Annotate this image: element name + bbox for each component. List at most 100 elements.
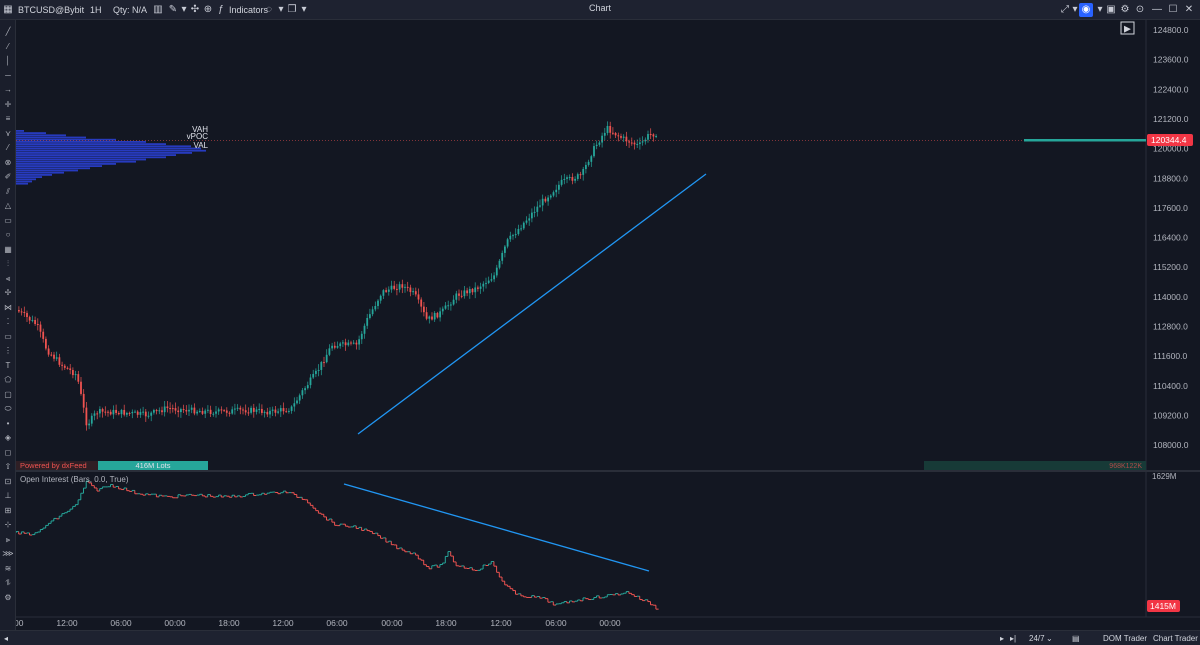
drawing-tool-25-icon[interactable]: ⬠	[4, 375, 12, 384]
chevron-down-icon[interactable]: ▾	[181, 4, 187, 15]
link-icon[interactable]: ⤢	[1061, 4, 1069, 15]
drawing-tool-28-icon[interactable]: •	[6, 418, 10, 428]
maximize-icon[interactable]: ☐	[1168, 4, 1178, 15]
drawing-tool-31-icon[interactable]: ⇧	[4, 462, 12, 471]
candle-body	[495, 267, 498, 276]
symbol-selector[interactable]: BTCUSD@Bybit	[18, 5, 85, 15]
scroll-left-icon[interactable]: ◂	[4, 634, 9, 643]
drawing-tool-40-icon[interactable]: ⚙	[4, 592, 12, 602]
drawing-tool-37-icon[interactable]: ⋙	[2, 549, 14, 558]
scroll-right-icon[interactable]: ▸	[1000, 634, 1005, 643]
drawing-tool-21-icon[interactable]: ⁚	[6, 317, 10, 326]
drawing-tool-24-icon[interactable]: T	[5, 360, 11, 370]
jump-end-icon[interactable]: ▸|	[1010, 634, 1017, 643]
candle-body	[423, 306, 425, 313]
time-axis[interactable]: 00 12:00 06:00 00:00 18:00 12:00 06:00 00:00 18:…	[16, 618, 621, 628]
candle-body	[525, 220, 528, 223]
minimize-icon[interactable]: —	[1152, 4, 1162, 15]
drawing-tool-30-icon[interactable]: ◻	[4, 447, 12, 457]
drawing-tool-10-icon[interactable]: ⊗	[4, 157, 12, 167]
candle-body	[36, 324, 39, 326]
indicators-icon[interactable]: ƒ	[218, 4, 224, 15]
candle-body	[452, 299, 455, 305]
drawing-tool-14-icon[interactable]: ▭	[4, 215, 12, 225]
drawing-tool-33-icon[interactable]: ⊥	[4, 491, 12, 500]
time-axis-tick-label: 12:00	[272, 618, 294, 628]
gear-icon[interactable]: ⚙	[1120, 4, 1130, 15]
bar-style-icon[interactable]: ▥	[153, 4, 163, 15]
chevron-down-icon[interactable]: ▾	[301, 4, 307, 15]
quantity-selector[interactable]: Qty: N/A	[113, 5, 148, 15]
drawing-tool-2-icon[interactable]: ⁄	[7, 41, 9, 51]
camera-icon[interactable]: ◉	[1079, 3, 1093, 17]
drawing-tool-22-icon[interactable]: ▭	[4, 331, 12, 341]
drawing-tool-16-icon[interactable]: ▦	[4, 244, 12, 254]
jump-to-realtime-button[interactable]	[1120, 21, 1135, 35]
chevron-down-icon[interactable]: ⌄	[1046, 634, 1053, 643]
price-axis[interactable]: 124800.0 123600.0 122400.0 121200.0 120000.0…	[1153, 25, 1189, 450]
candle-body	[571, 176, 574, 181]
time-axis-tick-label: 00	[16, 618, 24, 628]
crosshair-icon[interactable]: ✣	[190, 4, 200, 15]
candle-body	[377, 300, 379, 307]
volume-profile-row	[16, 156, 166, 159]
drawing-tool-13-icon[interactable]: △	[4, 201, 12, 210]
chart-trader-button[interactable]: Chart Trader	[1153, 634, 1198, 643]
lots-label: 416M Lots	[135, 461, 170, 470]
drawing-tool-18-icon[interactable]: ⫷	[5, 273, 11, 283]
drawing-tool-19-icon[interactable]: ✢	[4, 288, 12, 297]
chevron-down-icon[interactable]: ▾	[278, 4, 284, 15]
drawing-tool-20-icon[interactable]: ⋈	[4, 302, 12, 312]
layout-icon[interactable]: ▣	[1106, 4, 1116, 15]
drawing-tool-8-icon[interactable]: ⋎	[5, 128, 11, 138]
session-selector[interactable]: 24/7	[1029, 634, 1045, 643]
price-chart[interactable]: VAH vPOC VAL Powered by dxFeed 416M Lots…	[16, 20, 1200, 628]
drawing-tool-4-icon[interactable]: ─	[5, 70, 11, 80]
timeframe-selector[interactable]: 1H	[90, 5, 102, 15]
drawing-tool-12-icon[interactable]: ⫽	[6, 186, 10, 196]
drawing-tool-34-icon[interactable]: ⊞	[4, 505, 12, 515]
oi-trend-line[interactable]	[343, 483, 650, 572]
draw-tools-icon[interactable]: ✎	[168, 4, 178, 15]
drawing-tool-1-icon[interactable]: ╱	[5, 27, 11, 36]
drawing-tool-26-icon[interactable]: ▢	[4, 389, 12, 399]
candle-body	[401, 284, 404, 288]
replay-icon[interactable]: ◌	[266, 4, 272, 15]
drawing-tool-11-icon[interactable]: ✐	[4, 172, 12, 181]
drawing-tool-38-icon[interactable]: ≋	[4, 563, 12, 573]
candle-body	[196, 411, 198, 414]
close-icon[interactable]: ✕	[1184, 4, 1194, 15]
candle-body	[593, 146, 595, 157]
zoom-icon[interactable]: ⊕	[203, 4, 213, 15]
drawing-tool-39-icon[interactable]: ⥮	[5, 578, 11, 587]
template-icon[interactable]: ❐	[287, 4, 297, 15]
time-axis-tick-label: 12:00	[56, 618, 78, 628]
calendar-icon[interactable]: ▤	[1072, 634, 1080, 643]
dom-trader-button[interactable]: DOM Trader	[1103, 634, 1148, 643]
pin-icon[interactable]: ⊙	[1135, 4, 1145, 15]
drawing-tool-6-icon[interactable]: ✛	[4, 99, 12, 109]
drawing-tool-27-icon[interactable]: ⬭	[4, 404, 12, 413]
drawing-tool-7-icon[interactable]: ≡	[5, 114, 11, 123]
oi-current-tag	[1147, 600, 1180, 612]
drawing-tool-36-icon[interactable]: ⫸	[5, 534, 11, 544]
candle-body	[263, 411, 266, 413]
drawing-tool-29-icon[interactable]: ◈	[4, 433, 12, 442]
drawing-tool-35-icon[interactable]: ⊹	[4, 520, 12, 529]
indicators-button[interactable]: Indicators	[229, 5, 269, 15]
drawing-tool-23-icon[interactable]: ⋮	[4, 346, 12, 355]
chevron-down-icon[interactable]: ▾	[1097, 4, 1103, 15]
drawing-tool-32-icon[interactable]: ⊡	[4, 476, 12, 486]
drawing-tool-9-icon[interactable]: ⁄	[7, 143, 9, 152]
drawing-tool-17-icon[interactable]: ⫶	[7, 259, 9, 268]
drawing-toolbar: ╱ ⁄ │ ─ → ✛ ≡ ⋎ ⁄ ⊗ ✐ ⫽ △ ▭ ○ ▦ ⫶ ⫷ ✢ ⋈ ⁚ ▭ ⋮ T ⬠ ▢ ⬭ • ◈ ◻ ⇧ ⊡ ⊥ ⊞ ⊹ ⫸ ⋙ ≋ ⥮ ⚙	[0, 20, 16, 630]
candle-body	[99, 409, 101, 414]
drawing-tool-5-icon[interactable]: →	[4, 85, 12, 94]
candle-body	[323, 362, 325, 364]
price-trend-line[interactable]	[357, 173, 707, 435]
drawing-tool-3-icon[interactable]: │	[5, 56, 11, 65]
candle-body	[560, 179, 563, 185]
chevron-down-icon[interactable]: ▾	[1072, 4, 1078, 15]
current-price-label: 120344.4	[1151, 135, 1187, 145]
drawing-tool-15-icon[interactable]: ○	[5, 230, 11, 239]
